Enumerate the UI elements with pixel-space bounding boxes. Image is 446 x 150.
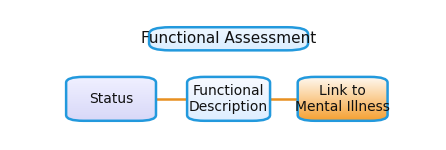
FancyBboxPatch shape xyxy=(149,27,308,50)
FancyBboxPatch shape xyxy=(298,77,388,121)
FancyBboxPatch shape xyxy=(66,77,156,121)
Text: Link to
Mental Illness: Link to Mental Illness xyxy=(295,84,390,114)
FancyBboxPatch shape xyxy=(187,77,270,121)
Text: Functional Assessment: Functional Assessment xyxy=(141,31,316,46)
Text: Functional
Description: Functional Description xyxy=(189,84,268,114)
Text: Status: Status xyxy=(89,92,133,106)
